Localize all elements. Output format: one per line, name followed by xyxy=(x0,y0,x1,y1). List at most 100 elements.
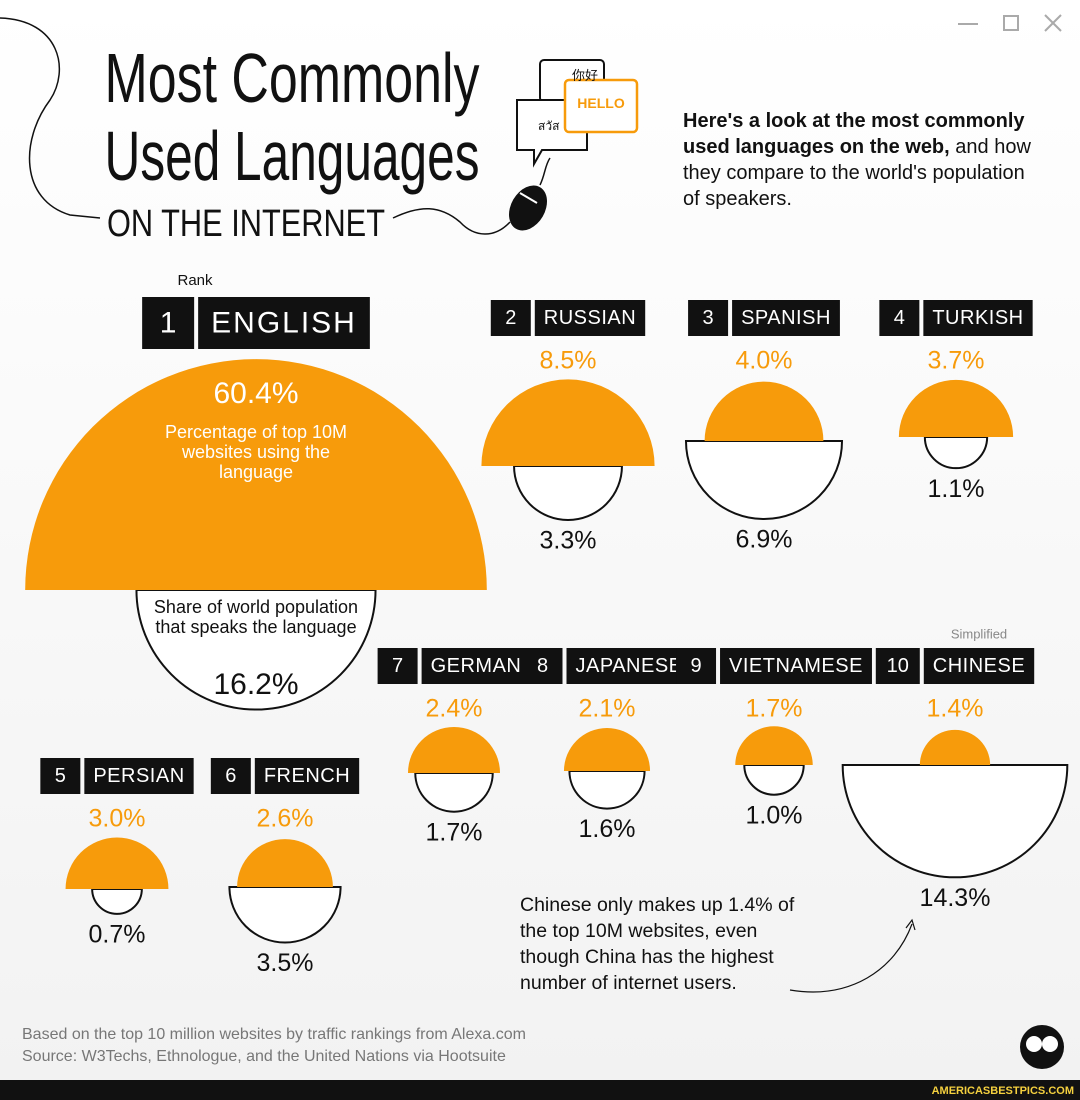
rank-box xyxy=(40,758,81,794)
rank-box xyxy=(688,300,729,336)
rank: 8 xyxy=(537,655,548,677)
rank-box xyxy=(377,648,418,684)
websites-semicircle xyxy=(735,726,813,765)
name-box xyxy=(923,648,1035,684)
category-label: FRENCH xyxy=(264,765,350,787)
category-label: VIETNAMESE xyxy=(729,655,863,677)
population-semicircle xyxy=(513,465,623,521)
value-label: 3.7% xyxy=(928,347,985,375)
websites-semicircle xyxy=(25,359,487,590)
websites-semicircle xyxy=(919,729,991,765)
name-box xyxy=(84,758,194,794)
description-bold: Here's a look at the most commonly used … xyxy=(683,110,1025,158)
rank: 6 xyxy=(225,765,236,787)
icon-text: HELLO xyxy=(577,95,625,111)
rank-label: Rank xyxy=(177,272,213,289)
icon-text: สวัส xyxy=(538,119,560,133)
category-label: SPANISH xyxy=(741,307,831,329)
subtitle: ON THE INTERNET xyxy=(107,203,385,245)
footer: Based on the top 10 million websites by … xyxy=(22,1024,526,1068)
rank: 4 xyxy=(894,307,905,329)
decor-curve xyxy=(392,207,511,235)
title: Used Languages xyxy=(105,117,480,195)
window-controls xyxy=(958,14,1062,32)
rank: 1 xyxy=(160,307,177,340)
value-label: 1.6% xyxy=(579,815,636,843)
annotation: Chinese only makes up 1.4% of the top 10… xyxy=(520,894,795,994)
rank-box xyxy=(676,648,717,684)
value-label: 3.3% xyxy=(540,527,597,555)
category-label: ENGLISH xyxy=(211,307,357,340)
annotation-arrow xyxy=(905,918,916,931)
rank-box xyxy=(522,648,563,684)
value-label: 1.1% xyxy=(928,475,985,503)
value-label: 0.7% xyxy=(89,920,146,948)
category-label: RUSSIAN xyxy=(544,307,636,329)
value-label: 2.6% xyxy=(257,805,314,833)
value-label: 1.7% xyxy=(746,695,803,723)
population-semicircle xyxy=(414,772,494,813)
category-label: JAPANESE xyxy=(576,655,683,677)
value-label: 60.4% xyxy=(213,377,298,410)
population-semicircle xyxy=(923,436,989,470)
name-box xyxy=(923,300,1033,336)
name-box xyxy=(720,648,872,684)
value-label: 2.4% xyxy=(426,695,483,723)
websites-semicircle xyxy=(407,726,501,773)
population-semicircle xyxy=(841,764,1069,878)
value-label: 1.4% xyxy=(927,695,984,723)
rank: 7 xyxy=(392,655,403,677)
icon-text: 你好 xyxy=(572,68,598,83)
value-label: 8.5% xyxy=(540,347,597,375)
series-name: Percentage of top 10M websites using the… xyxy=(164,422,348,482)
decor-curve xyxy=(0,17,101,219)
category-label: PERSIAN xyxy=(93,765,184,787)
description: Here's a look at the most commonly used … xyxy=(683,108,1033,212)
websites-semicircle xyxy=(563,728,651,771)
annotation-arrow xyxy=(789,923,913,993)
category-label: GERMAN xyxy=(431,655,522,677)
name-box xyxy=(421,648,531,684)
population-semicircle xyxy=(743,764,805,796)
population-semicircle xyxy=(228,886,342,944)
websites-semicircle xyxy=(481,379,655,466)
category-label: TURKISH xyxy=(932,307,1023,329)
value-label: 4.0% xyxy=(736,347,793,375)
speech-icon: 你好 HELLO สวัส xyxy=(509,59,639,231)
value-label: 14.3% xyxy=(920,884,991,912)
footnote: Based on the top 10 million websites by … xyxy=(22,1026,526,1043)
population-semicircle xyxy=(135,589,377,711)
population-semicircle xyxy=(91,888,143,915)
value-label: 16.2% xyxy=(213,668,298,701)
websites-semicircle xyxy=(704,381,824,441)
rank: 10 xyxy=(887,655,909,677)
rank: 9 xyxy=(690,655,701,677)
rank-box xyxy=(210,758,251,794)
websites-semicircle xyxy=(237,839,333,887)
name-box xyxy=(534,300,646,336)
value-label: 1.0% xyxy=(746,801,803,829)
rank: 2 xyxy=(505,307,516,329)
title: Most Commonly xyxy=(105,39,480,117)
rank-box xyxy=(879,300,920,336)
population-semicircle xyxy=(684,440,844,521)
category-note: Simplified xyxy=(951,626,1007,641)
value-label: 2.1% xyxy=(579,695,636,723)
footer-bar xyxy=(0,1080,1080,1100)
websites-semicircle xyxy=(65,837,169,889)
series-name: Share of world population that speaks th… xyxy=(153,597,359,637)
websites-semicircle xyxy=(898,379,1014,437)
logo xyxy=(1020,1025,1064,1069)
value-label: 1.7% xyxy=(426,818,483,846)
rank: 5 xyxy=(55,765,66,787)
source: Source: W3Techs, Ethnologue, and the Uni… xyxy=(22,1048,506,1065)
name-box xyxy=(732,300,840,336)
rank-box xyxy=(490,300,531,336)
rank: 3 xyxy=(703,307,714,329)
name-box xyxy=(198,297,370,349)
rank-box xyxy=(142,297,195,349)
population-semicircle xyxy=(568,770,646,810)
category-label: CHINESE xyxy=(933,655,1025,677)
